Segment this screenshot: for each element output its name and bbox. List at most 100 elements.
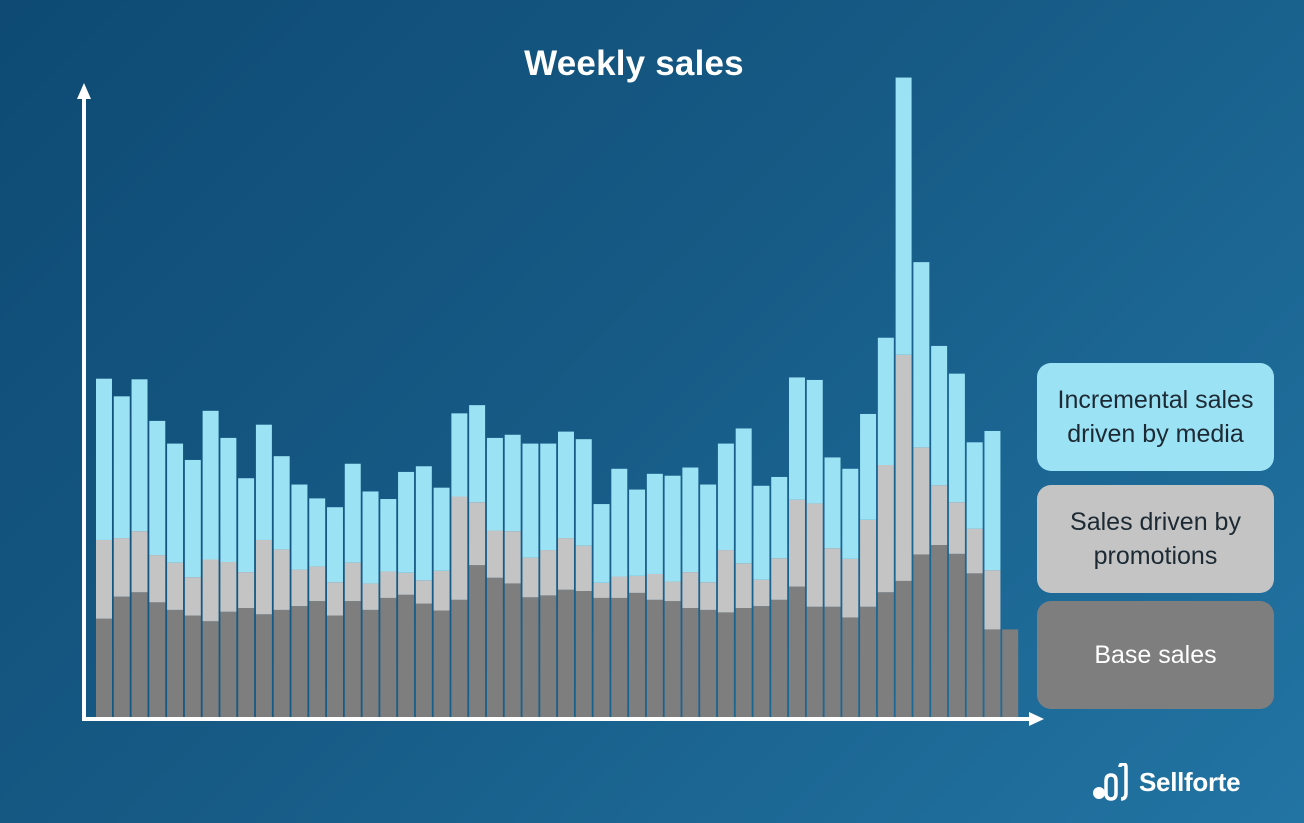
bar-promotions-week-10 bbox=[255, 539, 272, 615]
bar-base-week-44 bbox=[860, 606, 877, 717]
bar-media-week-42 bbox=[824, 457, 841, 549]
legend-base: Base sales bbox=[1037, 601, 1274, 709]
bar-promotions-week-28 bbox=[575, 545, 592, 591]
bar-promotions-week-30 bbox=[611, 576, 628, 598]
bar-promotions-week-17 bbox=[380, 571, 397, 598]
bar-promotions-week-42 bbox=[824, 548, 841, 607]
bar-media-week-16 bbox=[362, 491, 379, 584]
bar-media-week-39 bbox=[771, 476, 788, 559]
bar-base-week-14 bbox=[327, 615, 343, 717]
bar-media-week-20 bbox=[433, 487, 450, 571]
bar-base-week-39 bbox=[771, 599, 788, 717]
bar-promotions-week-14 bbox=[327, 582, 343, 616]
bar-base-week-13 bbox=[309, 601, 326, 717]
bar-base-week-37 bbox=[735, 608, 752, 717]
bar-base-week-7 bbox=[202, 621, 219, 717]
bar-base-week-21 bbox=[451, 599, 468, 717]
bar-media-week-1 bbox=[96, 378, 112, 540]
bar-base-week-38 bbox=[753, 606, 770, 717]
bar-promotions-week-48 bbox=[931, 485, 948, 546]
bar-media-week-28 bbox=[575, 439, 592, 546]
bar-promotions-week-15 bbox=[344, 562, 361, 602]
bar-media-week-6 bbox=[184, 459, 201, 578]
x-axis-arrow bbox=[1029, 712, 1044, 726]
legend-base-label: Base sales bbox=[1094, 641, 1217, 669]
bar-base-week-1 bbox=[96, 618, 112, 717]
bar-base-week-26 bbox=[540, 595, 557, 717]
bar-promotions-week-5 bbox=[167, 562, 184, 610]
bar-promotions-week-40 bbox=[789, 499, 805, 587]
bar-base-week-2 bbox=[113, 596, 130, 717]
bar-media-week-33 bbox=[664, 475, 681, 582]
bar-base-week-33 bbox=[664, 601, 681, 717]
bar-promotions-week-43 bbox=[842, 558, 859, 618]
bar-media-week-26 bbox=[540, 443, 557, 551]
bar-base-week-50 bbox=[966, 573, 983, 717]
bar-media-week-11 bbox=[273, 456, 290, 550]
bar-media-week-9 bbox=[238, 478, 255, 573]
bar-media-week-7 bbox=[202, 410, 219, 560]
bar-media-week-37 bbox=[735, 428, 752, 564]
bar-base-week-52 bbox=[1002, 629, 1019, 717]
bar-promotions-week-39 bbox=[771, 558, 788, 600]
bar-media-week-19 bbox=[415, 466, 432, 581]
bar-promotions-week-16 bbox=[362, 583, 379, 610]
bar-media-week-38 bbox=[753, 485, 770, 580]
bar-base-week-46 bbox=[895, 580, 912, 717]
bar-base-week-4 bbox=[149, 602, 166, 717]
bar-media-week-15 bbox=[344, 463, 361, 563]
y-axis-arrow bbox=[77, 83, 91, 99]
bar-base-week-40 bbox=[789, 586, 805, 717]
bar-media-week-14 bbox=[327, 507, 343, 583]
bar-base-week-17 bbox=[380, 597, 397, 717]
bar-base-week-47 bbox=[913, 554, 930, 717]
bar-base-week-16 bbox=[362, 609, 379, 717]
bar-base-week-3 bbox=[131, 592, 148, 717]
bar-media-week-46 bbox=[895, 77, 912, 355]
bar-media-week-31 bbox=[629, 489, 646, 576]
bar-promotions-week-20 bbox=[433, 570, 450, 611]
bar-base-week-34 bbox=[682, 608, 699, 717]
bar-base-week-5 bbox=[167, 609, 184, 717]
bar-base-week-45 bbox=[877, 592, 894, 717]
bar-media-week-49 bbox=[948, 373, 965, 503]
bar-promotions-week-9 bbox=[238, 572, 255, 609]
bar-base-week-6 bbox=[184, 615, 201, 717]
bar-promotions-week-37 bbox=[735, 563, 752, 609]
bar-media-week-35 bbox=[700, 484, 717, 583]
bar-promotions-week-2 bbox=[113, 538, 130, 597]
bar-promotions-week-45 bbox=[877, 465, 894, 593]
bar-media-week-2 bbox=[113, 396, 130, 539]
bar-base-week-29 bbox=[593, 597, 610, 717]
bar-media-week-51 bbox=[984, 430, 1001, 571]
bar-media-week-21 bbox=[451, 413, 468, 497]
bar-base-week-15 bbox=[344, 601, 361, 717]
bar-base-week-48 bbox=[931, 545, 948, 717]
bar-base-week-32 bbox=[646, 599, 663, 717]
brand-name: Sellforte bbox=[1139, 766, 1241, 797]
bar-base-week-27 bbox=[558, 589, 574, 717]
bar-media-week-3 bbox=[131, 379, 148, 532]
bar-base-week-31 bbox=[629, 592, 646, 717]
bar-promotions-week-51 bbox=[984, 570, 1001, 630]
bar-promotions-week-25 bbox=[522, 557, 539, 598]
bar-media-week-34 bbox=[682, 467, 699, 573]
bar-promotions-week-49 bbox=[948, 502, 965, 554]
bar-promotions-week-47 bbox=[913, 447, 930, 555]
bar-base-week-23 bbox=[486, 577, 503, 717]
bar-promotions-week-19 bbox=[415, 580, 432, 604]
bar-promotions-week-4 bbox=[149, 555, 166, 603]
bar-promotions-week-36 bbox=[717, 550, 734, 613]
bar-media-week-41 bbox=[806, 379, 823, 504]
bar-media-week-45 bbox=[877, 337, 894, 465]
bar-media-week-25 bbox=[522, 443, 539, 558]
bar-promotions-week-18 bbox=[398, 572, 415, 595]
bar-base-week-20 bbox=[433, 610, 450, 717]
bar-promotions-week-6 bbox=[184, 577, 201, 616]
bar-promotions-week-3 bbox=[131, 531, 148, 593]
bar-media-week-13 bbox=[309, 498, 326, 567]
bar-promotions-week-35 bbox=[700, 582, 717, 610]
bar-promotions-week-44 bbox=[860, 519, 877, 607]
sellforte-logo-icon bbox=[1093, 763, 1128, 801]
bar-media-week-47 bbox=[913, 262, 930, 448]
